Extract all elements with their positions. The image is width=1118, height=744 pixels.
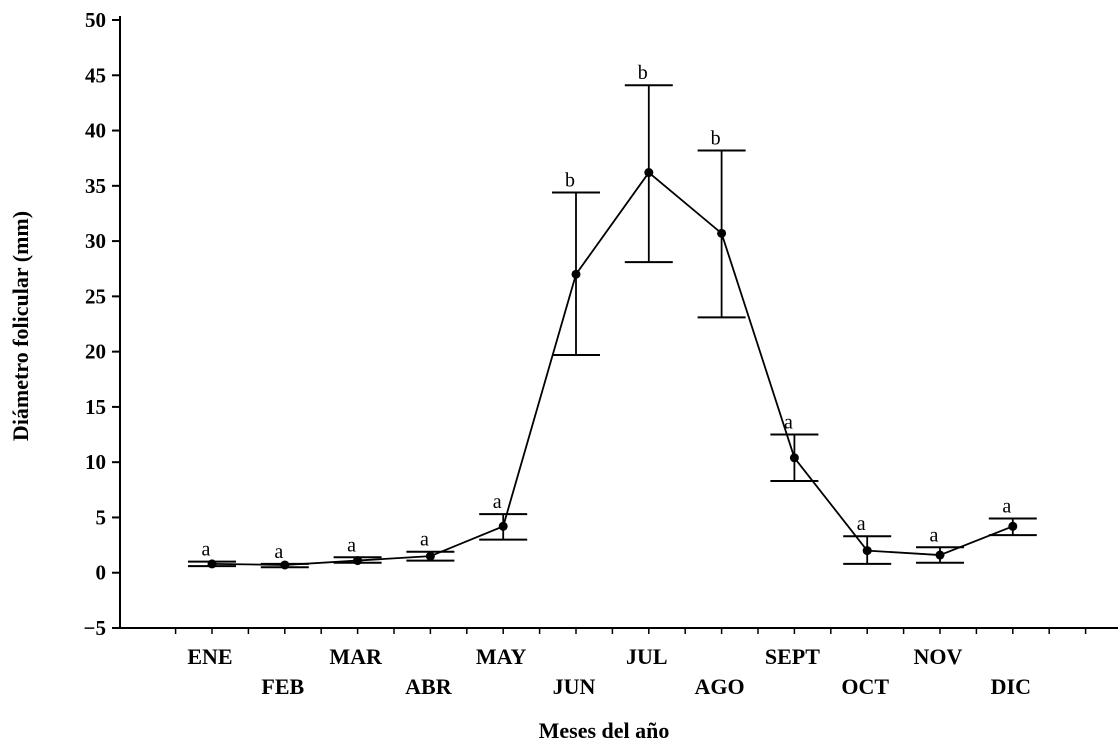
- data-point: [498, 521, 508, 531]
- x-tick-label: ABR: [405, 674, 453, 699]
- y-tick-label: 10: [85, 450, 106, 474]
- significance-letter: a: [784, 412, 793, 434]
- significance-letter: a: [930, 524, 939, 546]
- x-tick-label: DIC: [991, 674, 1031, 699]
- data-point: [280, 560, 290, 570]
- significance-letter: a: [493, 491, 502, 513]
- y-tick-label: 5: [96, 505, 107, 529]
- data-point: [644, 168, 654, 178]
- x-tick-label: JUN: [553, 674, 596, 699]
- x-axis-label: Meses del año: [539, 718, 670, 743]
- y-tick-label: 45: [85, 63, 106, 87]
- significance-labels: a a a a a b b b a a a a: [202, 62, 1012, 563]
- data-point: [1008, 521, 1018, 531]
- x-tick-label: OCT: [841, 674, 889, 699]
- y-tick-label: 40: [85, 119, 106, 143]
- y-tick-label: 50: [85, 8, 106, 32]
- y-axis-label: Diámetro folicular (mm): [8, 211, 33, 441]
- data-point: [935, 550, 945, 560]
- significance-letter: a: [1002, 496, 1011, 518]
- y-tick-label: 0: [96, 561, 107, 585]
- significance-letter: a: [347, 534, 356, 556]
- x-tick-label: MAY: [476, 644, 527, 669]
- x-tick-label: SEPT: [765, 644, 820, 669]
- series-line-group: [211, 171, 1014, 566]
- significance-letter: a: [857, 513, 866, 535]
- y-tick-label: 20: [85, 340, 106, 364]
- y-tick-label: −5: [84, 616, 106, 640]
- data-points: [207, 168, 1018, 570]
- y-tick-label: 35: [85, 174, 106, 198]
- significance-letter: a: [202, 539, 211, 561]
- x-tick-label: JUL: [626, 644, 668, 669]
- significance-letter: b: [638, 62, 648, 84]
- x-tick-label: NOV: [914, 644, 963, 669]
- significance-letter: b: [711, 127, 721, 149]
- significance-letter: a: [420, 529, 429, 551]
- x-tick-label: AGO: [695, 674, 745, 699]
- series-line: [211, 171, 1014, 566]
- chart-ticks: −5 0 5 10 15 20 25 30 35 40 45 50 ENE FEB MAR ABR MAY JUN…: [84, 8, 1087, 699]
- data-point: [207, 559, 217, 569]
- data-point: [862, 546, 872, 556]
- data-point: [425, 551, 435, 561]
- x-tick-label: ENE: [187, 644, 232, 669]
- data-point: [717, 228, 727, 238]
- significance-letter: b: [565, 169, 575, 191]
- data-point: [353, 556, 363, 566]
- error-bars: [188, 84, 1037, 569]
- data-point: [571, 269, 581, 279]
- y-tick-label: 25: [85, 284, 106, 308]
- significance-letter: a: [274, 541, 283, 563]
- chart-axes: [119, 16, 1118, 629]
- data-point: [789, 453, 799, 463]
- x-tick-label: MAR: [329, 644, 383, 669]
- y-tick-label: 30: [85, 229, 106, 253]
- y-tick-label: 15: [85, 395, 106, 419]
- x-tick-label: FEB: [261, 674, 304, 699]
